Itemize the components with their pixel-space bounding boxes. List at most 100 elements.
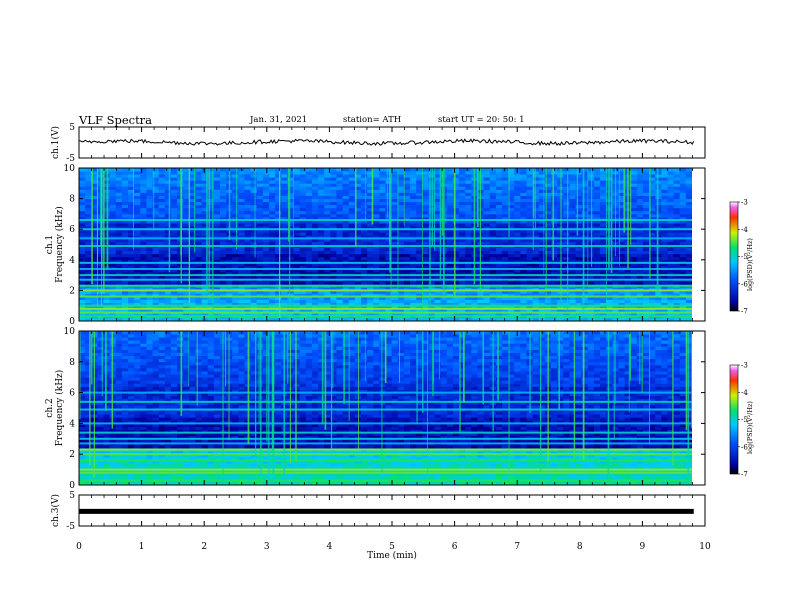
sferic-2-54 <box>111 331 114 429</box>
cb-tick-label-2-0: -3 <box>741 362 748 370</box>
sferic-2-36 <box>690 331 693 429</box>
sferic-1-69 <box>103 168 105 294</box>
ytick-label-2-4: 8 <box>69 358 75 368</box>
sferic-2-46 <box>607 331 610 482</box>
sferic-1-14 <box>228 168 231 241</box>
sferic-1-46 <box>582 168 585 319</box>
band-1-1 <box>79 311 692 314</box>
sferic-1-3 <box>610 168 613 273</box>
band-2-2 <box>79 468 692 471</box>
header-date: Jan. 31, 2021 <box>250 115 308 125</box>
sferic-2-57 <box>321 331 324 425</box>
sferic-1-43 <box>403 168 405 226</box>
sferic-2-34 <box>260 331 262 483</box>
cb-tick-label-1-2: -5 <box>741 253 748 261</box>
x-axis-label: Time (min) <box>367 550 417 561</box>
sferic-1-7 <box>619 168 621 266</box>
band-2-10 <box>79 408 692 411</box>
sferic-1-54 <box>429 168 431 307</box>
sferic-1-39 <box>533 168 535 218</box>
ytick-label-2-5: 10 <box>64 327 76 337</box>
sferic-2-18 <box>687 331 690 485</box>
sferic-1-28 <box>168 168 171 273</box>
sferic-1-61 <box>434 168 436 251</box>
sferic-1-68 <box>623 168 626 233</box>
sferic-1-67 <box>293 168 294 245</box>
sferic-2-56 <box>255 331 257 463</box>
band-1-10 <box>79 261 692 264</box>
sferic-2-64 <box>364 331 366 382</box>
xtick-label-0: 0 <box>76 542 82 552</box>
sferic-2-21 <box>180 331 183 416</box>
ytick-label-2-2: 4 <box>69 419 75 429</box>
sferic-2-3 <box>295 331 297 463</box>
band-1-3 <box>79 304 692 307</box>
cb-tick-label-2-3: -6 <box>741 443 748 451</box>
header-start-time: start UT = 20: 50: 1 <box>438 115 525 125</box>
sferic-2-61 <box>272 331 275 481</box>
band-1-0 <box>79 315 692 318</box>
sferic-1-34 <box>587 168 589 286</box>
spectrogram-cells-ch1 <box>79 168 693 322</box>
xtick-label-9: 9 <box>640 542 646 552</box>
sferic-1-24 <box>236 168 238 250</box>
ylabel-2-0: ch.2 <box>45 398 55 417</box>
sferic-2-31 <box>283 331 286 485</box>
sferic-1-13 <box>606 168 607 313</box>
ytick-label-1-4: 8 <box>69 195 75 205</box>
sferic-2-42 <box>492 331 494 432</box>
band-2-8 <box>79 431 692 434</box>
sferic-2-43 <box>330 331 333 449</box>
cb-tick-label-2-4: -7 <box>741 471 748 479</box>
sferic-1-38 <box>649 168 651 279</box>
sferic-2-55 <box>641 331 643 393</box>
ch1-voltage-trace <box>78 138 695 147</box>
cb-tick-label-1-3: -6 <box>741 280 748 288</box>
sferic-1-50 <box>431 168 434 246</box>
sferic-1-0 <box>656 168 659 298</box>
vtick-label-0-0: 5 <box>69 123 75 133</box>
cb-tick-label-2-2: -5 <box>741 416 748 424</box>
band-1-11 <box>79 245 692 248</box>
sferic-1-20 <box>532 168 534 251</box>
cb-tick-label-2-1: -4 <box>741 389 748 397</box>
band-2-5 <box>79 448 692 451</box>
sferic-1-8 <box>100 168 102 247</box>
sferic-2-44 <box>225 331 227 387</box>
sferic-2-33 <box>222 331 224 481</box>
sferic-1-66 <box>180 168 182 256</box>
sferic-2-25 <box>459 331 461 432</box>
sferic-2-30 <box>268 331 270 480</box>
ylabel-1-1: Frequency (kHz) <box>54 206 65 283</box>
band-1-12 <box>79 237 692 240</box>
sferic-2-6 <box>93 331 96 478</box>
colorbar-ch1 <box>729 201 739 312</box>
sferic-2-20 <box>439 331 440 380</box>
sferic-2-28 <box>628 331 630 413</box>
sferic-1-30 <box>543 168 545 275</box>
sferic-2-68 <box>90 331 93 385</box>
sferic-2-63 <box>629 331 632 381</box>
vtick-label-3-0: 5 <box>69 491 75 501</box>
sferic-2-11 <box>188 331 189 387</box>
sferic-2-65 <box>482 331 485 405</box>
sferic-2-53 <box>348 331 350 421</box>
band-1-8 <box>79 274 692 277</box>
band-2-0 <box>79 479 692 482</box>
vtick-label-0-1: -5 <box>66 154 75 164</box>
xtick-label-4: 4 <box>327 542 333 552</box>
sferic-1-59 <box>442 168 445 296</box>
sferic-1-33 <box>101 168 103 269</box>
colorbar-label-1: log(PSD)(V²/Hz) <box>746 238 754 291</box>
sferic-2-16 <box>508 331 510 470</box>
colorbar-label-2: log(PSD)(V²/Hz) <box>746 401 754 454</box>
sferic-1-36 <box>188 168 191 304</box>
ylabel-2-1: Frequency (kHz) <box>54 370 65 447</box>
band-2-7 <box>79 437 692 440</box>
xtick-label-5: 5 <box>389 542 395 552</box>
sferic-2-12 <box>332 331 334 389</box>
sferic-1-26 <box>552 168 554 261</box>
sferic-2-40 <box>613 331 615 440</box>
sferic-2-66 <box>358 331 359 452</box>
sferic-2-8 <box>289 331 291 464</box>
